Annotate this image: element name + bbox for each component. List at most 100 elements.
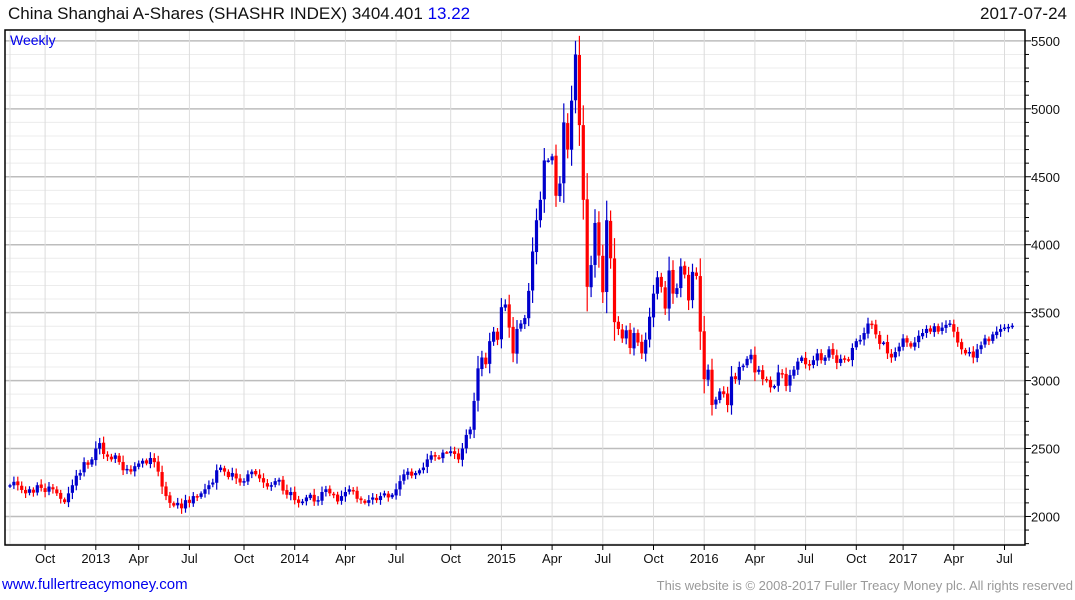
candle-down <box>453 451 457 454</box>
candle-up <box>690 271 695 301</box>
candle-down <box>254 470 258 475</box>
candle-up <box>90 459 94 465</box>
x-tick-label: 2014 <box>280 551 309 566</box>
period-label: Weekly <box>10 32 56 48</box>
candle-up <box>745 358 749 366</box>
candle-down <box>160 472 164 487</box>
candle-down <box>102 442 106 454</box>
candle-up <box>917 335 921 343</box>
candle-up <box>921 333 925 337</box>
candle-down <box>710 369 714 406</box>
x-tick-label: Jul <box>797 551 814 566</box>
candle-up <box>651 293 656 318</box>
candle-up <box>975 349 979 358</box>
candle-down <box>663 287 667 309</box>
candle-up <box>211 482 215 485</box>
candle-up <box>12 481 16 486</box>
candle-down <box>359 498 363 501</box>
candle-up <box>562 122 566 184</box>
x-tick-label: Jul <box>996 551 1013 566</box>
candle-up <box>772 386 776 388</box>
candle-up <box>558 183 562 197</box>
candle-up <box>460 448 464 460</box>
candle-down <box>609 220 613 259</box>
candle-up <box>570 100 574 150</box>
x-tick-label: Oct <box>846 551 867 566</box>
candle-down <box>297 499 301 503</box>
candle-up <box>308 494 312 499</box>
candle-down <box>963 349 968 354</box>
candle-up <box>269 485 273 487</box>
candle-down <box>807 364 812 366</box>
candle-up <box>472 400 476 430</box>
y-tick-label: 3500 <box>1031 306 1060 321</box>
candle-down <box>585 199 589 287</box>
candle-up <box>191 496 195 504</box>
candle-down <box>293 491 297 501</box>
candle-down <box>987 338 991 342</box>
candle-down <box>144 460 149 464</box>
x-tick-label: Apr <box>129 551 150 566</box>
candle-down <box>936 326 940 332</box>
candle-up <box>289 492 293 496</box>
candle-up <box>78 472 82 476</box>
candle-down <box>351 489 355 492</box>
candle-up <box>534 220 539 253</box>
candle-down <box>804 357 808 365</box>
candle-up <box>675 288 679 295</box>
candle-down <box>86 462 90 465</box>
candle-up <box>371 497 375 500</box>
candle-down <box>577 55 581 126</box>
candle-down <box>375 497 379 501</box>
candle-up <box>398 481 402 490</box>
candle-up <box>382 493 386 496</box>
grid <box>5 30 1025 545</box>
candle-up <box>183 500 188 509</box>
candle-up <box>519 323 523 329</box>
website-link[interactable]: www.fullertreacymoney.com <box>2 576 188 593</box>
y-tick-label: 2500 <box>1031 442 1060 457</box>
candle-up <box>339 496 344 501</box>
candle-up <box>538 199 542 221</box>
candle-down <box>597 222 601 256</box>
candle-up <box>137 463 141 467</box>
candle-up <box>854 341 858 348</box>
candle-up <box>605 220 609 292</box>
candle-up <box>324 489 328 493</box>
candle-up <box>866 323 870 334</box>
candle-down <box>507 304 511 328</box>
candle-down <box>905 338 909 343</box>
candle-down <box>456 453 461 460</box>
candle-up <box>776 372 780 386</box>
candle-up <box>593 222 597 265</box>
candle-down <box>831 348 835 355</box>
candle-down <box>222 468 227 472</box>
candle-down <box>152 458 156 463</box>
candle-up <box>788 375 792 386</box>
x-tick-label: 2015 <box>487 551 516 566</box>
candle-down <box>511 326 515 354</box>
candle-down <box>628 329 632 348</box>
candle-up <box>414 472 418 476</box>
candle-down <box>16 481 20 486</box>
candle-up <box>476 368 480 401</box>
candle-down <box>31 489 35 493</box>
candle-up <box>215 470 219 483</box>
candle-up <box>546 160 550 162</box>
candle-up <box>468 429 472 435</box>
candle-up <box>176 502 180 506</box>
candle-down <box>433 455 437 457</box>
candle-down <box>835 355 839 363</box>
candle-down <box>445 452 449 454</box>
change-value: 13.22 <box>427 4 471 23</box>
candle-down <box>909 343 913 347</box>
candle-down <box>51 487 55 490</box>
candle-up <box>523 318 527 325</box>
candle-up <box>527 290 531 319</box>
candle-up <box>1002 327 1007 330</box>
candle-up <box>862 333 866 340</box>
candle-down <box>355 490 359 499</box>
candle-up <box>246 474 250 482</box>
candle-down <box>187 499 191 503</box>
